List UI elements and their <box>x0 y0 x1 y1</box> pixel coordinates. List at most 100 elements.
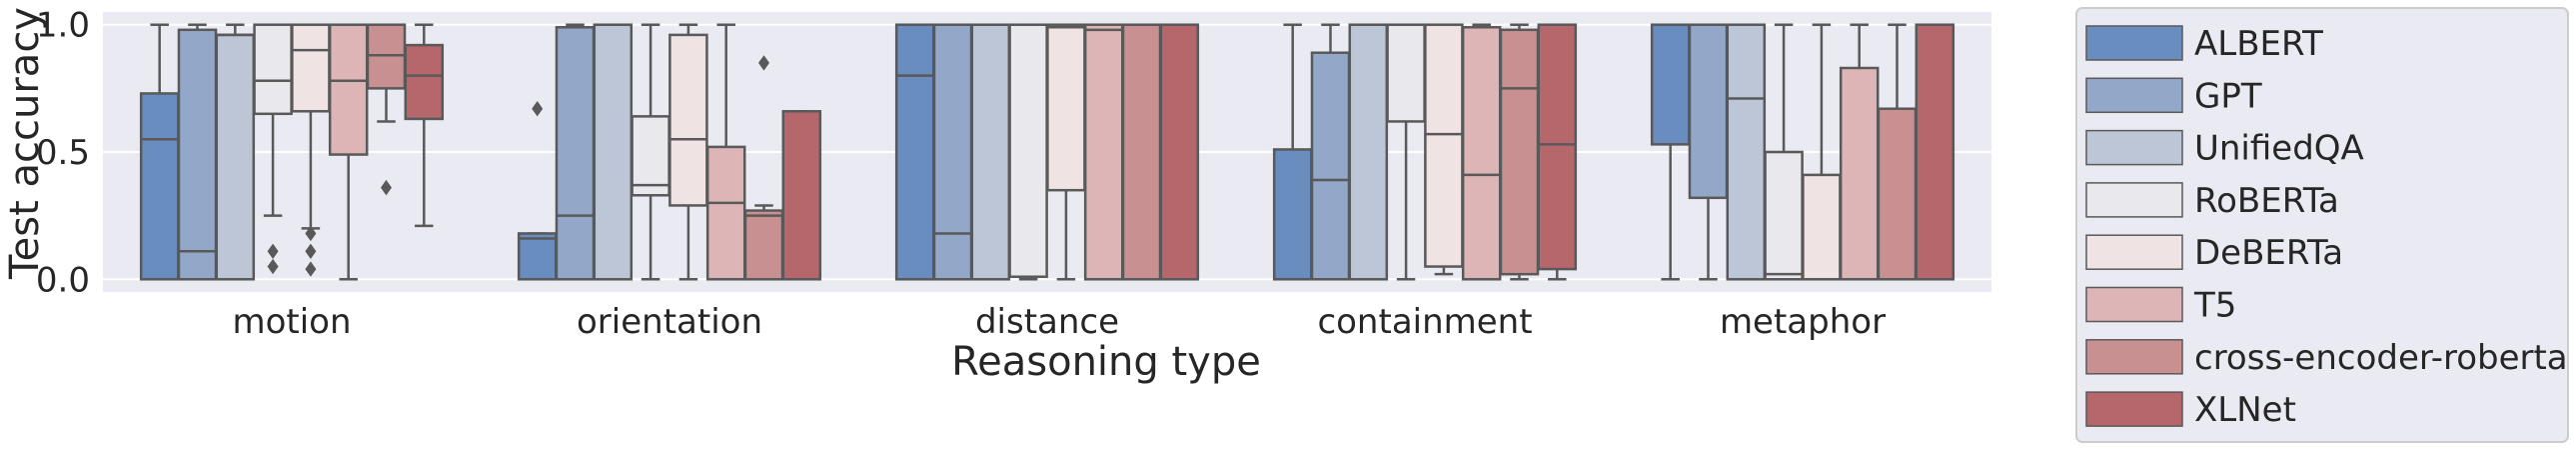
box-body <box>1877 107 1918 281</box>
box-body <box>555 26 596 281</box>
box-body <box>1839 66 1880 281</box>
box-RoBERTa-distance <box>1008 23 1048 281</box>
outlier-point <box>381 179 392 196</box>
legend-label-UnifiedQA: UnifiedQA <box>2194 129 2364 169</box>
box-body <box>1499 28 1540 276</box>
x-tick-label: distance <box>975 302 1119 342</box>
outlier-point <box>305 261 317 277</box>
box-DeBERTa-containment <box>1424 23 1464 276</box>
box-XLNet-distance <box>1159 23 1200 281</box>
box-ALBERT-distance <box>894 23 935 281</box>
box-RoBERTa-orientation <box>631 23 670 281</box>
box-body <box>1915 23 1955 281</box>
box-cross-encoder-roberta-containment <box>1499 23 1540 281</box>
outlier-point <box>532 101 544 117</box>
legend-label-GPT: GPT <box>2194 76 2262 116</box>
box-body <box>1461 26 1502 281</box>
box-body <box>668 33 708 207</box>
box-body <box>743 209 784 281</box>
box-UnifiedQA-distance <box>970 23 1011 281</box>
box-body <box>177 28 218 281</box>
box-ALBERT-metaphor <box>1650 23 1691 281</box>
legend-swatch-RoBERTa <box>2085 182 2183 218</box>
box-GPT-metaphor <box>1688 23 1729 281</box>
box-RoBERTa-metaphor <box>1764 23 1804 281</box>
x-tick-label: metaphor <box>1720 302 1886 342</box>
box-T5-motion <box>328 23 369 281</box>
box-layer <box>139 23 1955 281</box>
x-tick-labels: motion orientation distance containment meta… <box>232 302 1886 342</box>
box-DeBERTa-motion <box>291 23 331 277</box>
box-XLNet-metaphor <box>1915 23 1955 281</box>
box-body <box>139 92 180 281</box>
box-body <box>1121 23 1162 281</box>
x-tick-label: motion <box>232 302 351 342</box>
box-UnifiedQA-metaphor <box>1726 23 1767 281</box>
legend-label-ALBERT: ALBERT <box>2194 24 2323 64</box>
legend-label-cross-encoder-roberta: cross-encoder-roberta <box>2194 338 2568 378</box>
box-body <box>932 23 973 281</box>
outlier-point <box>267 258 279 275</box>
box-GPT-orientation <box>555 23 596 281</box>
box-body <box>1386 23 1426 123</box>
box-T5-containment <box>1461 23 1502 281</box>
legend-swatch-GPT <box>2085 77 2183 114</box>
box-body <box>1688 23 1729 200</box>
box-ALBERT-containment <box>1272 23 1313 281</box>
box-body <box>291 23 331 113</box>
box-body <box>253 23 293 116</box>
box-GPT-containment <box>1310 23 1351 281</box>
box-body <box>1424 23 1464 268</box>
box-body <box>404 43 445 121</box>
box-body <box>631 115 670 197</box>
y-axis-label: Test accuracy <box>2 7 48 280</box>
box-body <box>1650 23 1691 146</box>
box-DeBERTa-metaphor <box>1802 23 1842 281</box>
outlier-point <box>305 225 317 242</box>
box-ALBERT-orientation <box>517 101 558 281</box>
legend-swatch-ALBERT <box>2085 25 2183 61</box>
box-cross-encoder-roberta-orientation <box>743 55 784 281</box>
y-tick-label: 0.0 <box>36 260 90 300</box>
box-body <box>1802 173 1842 281</box>
legend-label-XLNet: XLNet <box>2194 390 2296 430</box>
box-body <box>1046 23 1086 192</box>
box-body <box>215 33 256 281</box>
legend-swatch-cross-encoder-roberta <box>2085 339 2183 375</box>
y-tick-label: 0.5 <box>36 133 90 173</box>
y-tick-labels: 0.0 0.5 1.0 <box>36 6 90 301</box>
box-GPT-motion <box>177 23 218 281</box>
box-DeBERTa-orientation <box>668 23 708 281</box>
box-T5-metaphor <box>1839 23 1880 281</box>
box-body <box>970 23 1011 281</box>
outlier-point <box>758 55 769 71</box>
box-XLNet-orientation <box>781 110 822 281</box>
legend-swatch-DeBERTa <box>2085 234 2183 270</box>
box-body <box>1348 23 1389 281</box>
box-UnifiedQA-orientation <box>593 23 634 281</box>
box-GPT-distance <box>932 23 973 281</box>
outlier-point <box>305 243 317 259</box>
box-T5-distance <box>1083 23 1124 281</box>
x-tick-label: containment <box>1317 302 1532 342</box>
box-body <box>705 145 746 281</box>
x-axis-label: Reasoning type <box>951 339 1261 385</box>
legend-swatch-XLNet <box>2085 391 2183 427</box>
legend-swatch-T5 <box>2085 286 2183 323</box>
box-body <box>1310 51 1351 281</box>
box-body <box>366 23 407 90</box>
box-cross-encoder-roberta-distance <box>1121 23 1162 281</box>
legend-label-DeBERTa: DeBERTa <box>2194 233 2343 273</box>
box-body <box>1764 150 1804 281</box>
box-RoBERTa-motion <box>253 23 293 275</box>
box-body <box>593 23 634 281</box>
box-body <box>517 232 558 281</box>
legend-label-T5: T5 <box>2193 286 2236 326</box>
box-DeBERTa-distance <box>1046 23 1086 281</box>
legend-label-RoBERTa: RoBERTa <box>2194 181 2339 221</box>
box-body <box>328 23 369 156</box>
box-body <box>781 110 822 281</box>
x-tick-label: orientation <box>577 302 762 342</box>
legend-swatch-UnifiedQA <box>2085 129 2183 166</box>
